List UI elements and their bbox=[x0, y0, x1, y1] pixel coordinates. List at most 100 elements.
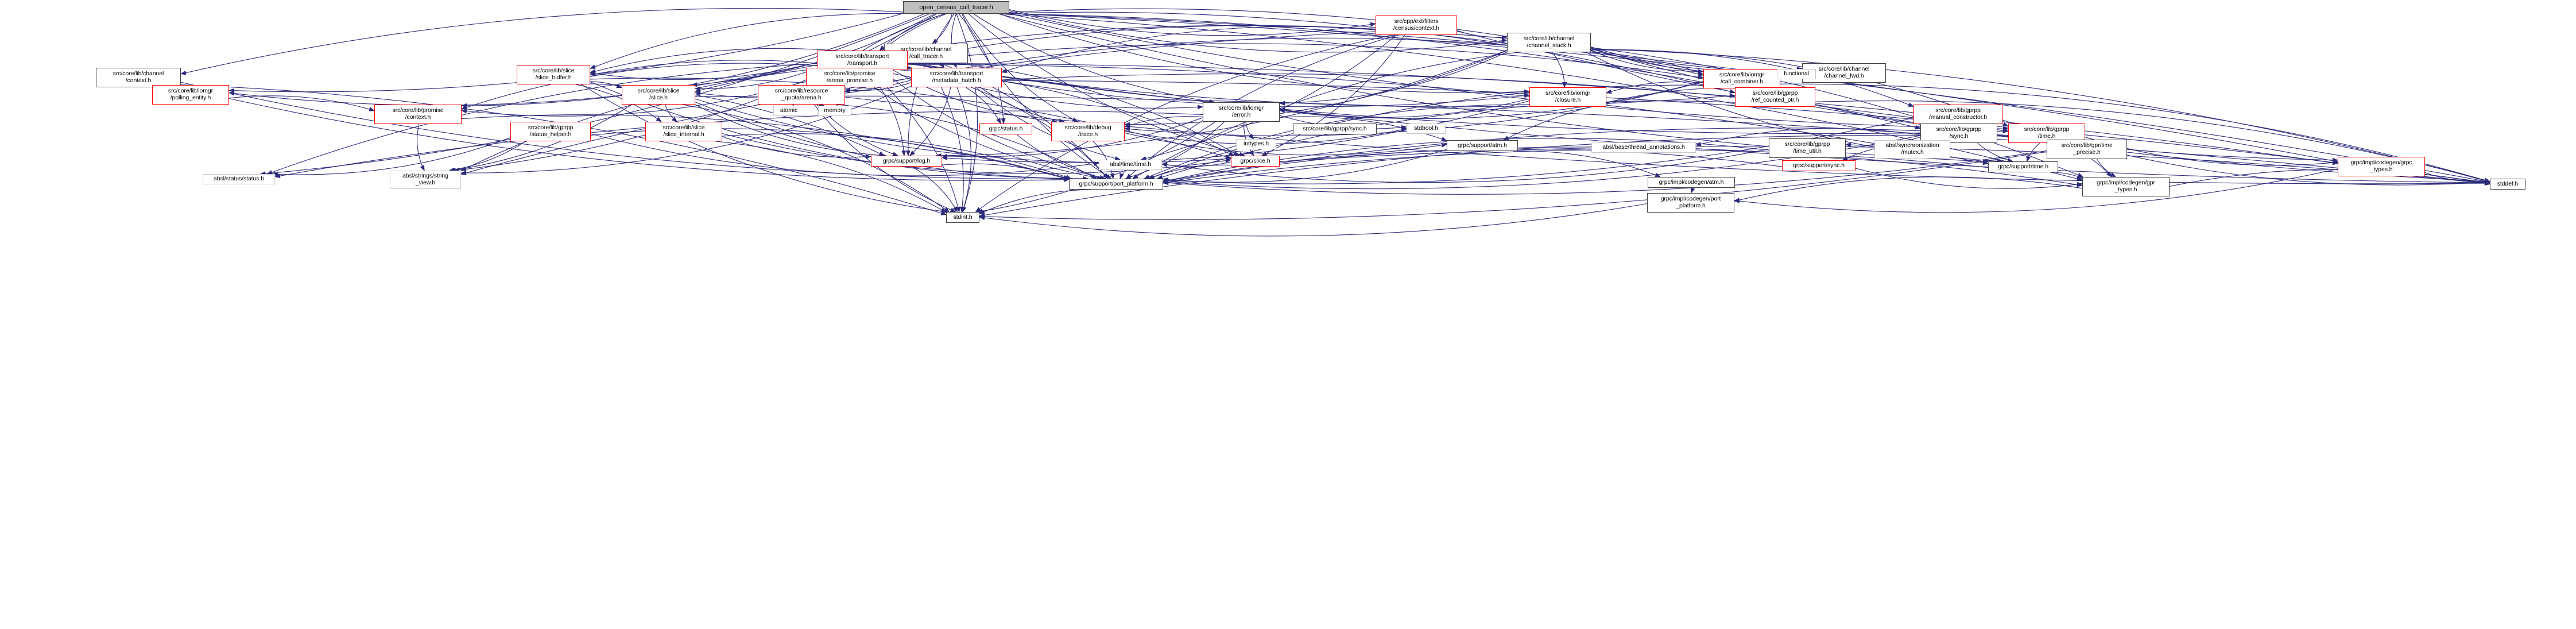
graph-node-stdint[interactable]: stdint.h bbox=[946, 212, 979, 223]
graph-node-status_helper[interactable]: src/core/lib/gprpp /status_helper.h bbox=[510, 122, 591, 141]
edge-support_time-to-codegen_gpr_types bbox=[2051, 172, 2083, 179]
graph-node-codegen_port[interactable]: grpc/impl/codegen/port _platform.h bbox=[1647, 193, 1734, 213]
edge-call_combiner-to-closure bbox=[1606, 81, 1704, 94]
graph-node-absl_status[interactable]: absl/status/status.h bbox=[203, 174, 275, 184]
graph-node-grpc_status[interactable]: grpc/status.h bbox=[979, 124, 1032, 134]
graph-node-support_log[interactable]: grpc/support/log.h bbox=[871, 156, 942, 167]
edge-call_tracer-to-metadata_batch bbox=[938, 62, 945, 68]
graph-node-arena[interactable]: src/core/lib/resource _quota/arena.h bbox=[758, 85, 845, 105]
edge-gpr_time_precise-to-codegen_gpr_types bbox=[2097, 159, 2117, 177]
edge-support_log-to-stdint bbox=[912, 166, 958, 213]
graph-node-support_time[interactable]: grpc/support/time.h bbox=[1988, 161, 2058, 172]
edge-metadata_batch-to-debug_trace bbox=[980, 87, 1065, 124]
edge-root-to-call_tracer bbox=[932, 13, 952, 44]
edge-channel_stack-to-port_platform bbox=[1132, 52, 1520, 179]
edge-root-to-census_context bbox=[1009, 9, 1376, 36]
edge-status_helper-to-absl_status bbox=[272, 137, 511, 177]
edge-slice_buffer-to-slice bbox=[590, 81, 622, 88]
graph-node-transport[interactable]: src/core/lib/transport /transport.h bbox=[817, 51, 908, 70]
graph-node-channel_context[interactable]: src/core/lib/channel /context.h bbox=[96, 68, 181, 87]
edge-codegen_gpr_types-to-codegen_port bbox=[1734, 176, 2083, 203]
graph-node-error[interactable]: src/core/lib/iomgr /error.h bbox=[1203, 102, 1280, 122]
edge-slice-to-stddef bbox=[695, 95, 2490, 186]
graph-node-slice_buffer[interactable]: src/core/lib/slice /slice_buffer.h bbox=[517, 65, 590, 84]
edge-closure-to-error bbox=[1279, 98, 1530, 118]
graph-node-absl_string_view[interactable]: absl/strings/string _view.h bbox=[390, 171, 461, 189]
edge-census_context-to-metadata_batch bbox=[1001, 26, 1376, 74]
edge-root-to-channel_context bbox=[180, 7, 904, 75]
edge-census_context-to-channel_stack bbox=[1456, 30, 1508, 40]
graph-node-codegen_grpc_types[interactable]: grpc/impl/codegen/grpc _types.h bbox=[2338, 157, 2425, 176]
edge-root-to-port_platform bbox=[962, 13, 1112, 179]
graph-node-stdbool[interactable]: stdbool.h bbox=[1407, 124, 1446, 134]
graph-node-slice[interactable]: src/core/lib/slice /slice.h bbox=[622, 85, 695, 105]
edge-support_log-to-port_platform bbox=[942, 163, 1070, 180]
graph-node-absl_time[interactable]: absl/time/time.h bbox=[1099, 160, 1162, 170]
graph-node-metadata_batch[interactable]: src/core/lib/transport /metadata_batch.h bbox=[911, 68, 1002, 87]
graph-node-grpc_slice[interactable]: grpc/slice.h bbox=[1231, 156, 1280, 167]
edge-codegen_port-to-stdint bbox=[979, 203, 1648, 237]
edge-debug_trace-to-support_atm bbox=[1124, 132, 1447, 156]
graph-node-promise_context[interactable]: src/core/lib/promise /context.h bbox=[374, 105, 462, 124]
edge-census_context-to-grpc_slice bbox=[1261, 34, 1405, 156]
edge-transport-to-ref_counted_ptr bbox=[907, 61, 1736, 107]
edge-codegen_atm-to-codegen_port bbox=[1690, 187, 1695, 194]
edge-metadata_batch-to-grpc_status bbox=[966, 87, 1001, 124]
edge-root-to-error bbox=[973, 13, 1215, 104]
graph-node-absl_mutex[interactable]: absl/synchronization /mutex.h bbox=[1874, 140, 1950, 159]
edge-support_atm-to-port_platform bbox=[1163, 149, 1447, 183]
edge-channel_stack-to-closure bbox=[1552, 52, 1567, 88]
graph-node-slice_internal[interactable]: src/core/lib/slice /slice_internal.h bbox=[645, 122, 722, 141]
graph-node-root[interactable]: open_census_call_tracer.h bbox=[903, 1, 1009, 14]
graph-node-stddef[interactable]: stddef.h bbox=[2490, 179, 2525, 190]
graph-node-gpr_time_precise[interactable]: src/core/lib/gpr/time _precise.h bbox=[2047, 140, 2127, 159]
edge-root-to-call_combiner bbox=[1009, 8, 1704, 76]
edge-absl_time-to-port_platform bbox=[1120, 169, 1127, 179]
edge-error-to-debug_trace bbox=[1124, 116, 1203, 128]
graph-node-memory[interactable]: memory bbox=[818, 106, 851, 116]
graph-node-manual_constructor[interactable]: src/core/lib/gprpp /manual_constructor.h bbox=[1913, 105, 2002, 124]
edge-promise_context-to-absl_string_view bbox=[417, 124, 425, 171]
edge-transport-to-slice_buffer bbox=[590, 62, 818, 80]
graph-node-atomic[interactable]: atomic bbox=[773, 106, 804, 116]
edge-codegen_gpr_types-to-stddef bbox=[2169, 169, 2490, 187]
graph-node-inttypes[interactable]: inttypes.h bbox=[1236, 139, 1276, 149]
graph-node-port_platform[interactable]: grpc/support/port_platform.h bbox=[1069, 179, 1163, 190]
graph-node-polling_entity[interactable]: src/core/lib/iomgr /polling_entity.h bbox=[152, 85, 229, 105]
edge-transport-to-stdint bbox=[868, 70, 960, 213]
edge-error-to-inttypes bbox=[1245, 121, 1254, 140]
edge-arena-to-port_platform bbox=[835, 104, 1098, 179]
graph-node-closure[interactable]: src/core/lib/iomgr /closure.h bbox=[1529, 87, 1606, 107]
graph-node-support_sync[interactable]: grpc/support/sync.h bbox=[1782, 160, 1856, 171]
edge-gprpp_sync-to-support_time bbox=[1977, 142, 2013, 163]
edge-census_context-to-slice bbox=[695, 25, 1376, 92]
edge-slice_internal-to-stdint bbox=[715, 141, 947, 213]
edge-channel_stack-to-error bbox=[1279, 52, 1508, 106]
edge-root-to-codegen_grpc_types bbox=[1009, 13, 2338, 163]
graph-node-functional[interactable]: functional bbox=[1777, 69, 1816, 79]
graph-node-support_atm[interactable]: grpc/support/atm.h bbox=[1447, 140, 1518, 151]
graph-node-arena_promise[interactable]: src/core/lib/promise /arena_promise.h bbox=[806, 68, 893, 87]
graph-node-call_combiner[interactable]: src/core/lib/iomgr /call_combiner.h bbox=[1703, 69, 1780, 88]
edge-channel_stack-to-channel_fwd bbox=[1590, 46, 1803, 72]
graph-node-gprpp_time_util[interactable]: src/core/lib/gprpp /time_util.h bbox=[1769, 138, 1846, 158]
graph-node-channel_stack[interactable]: src/core/lib/channel /channel_stack.h bbox=[1507, 33, 1591, 52]
edge-slice-to-slice_internal bbox=[665, 104, 678, 122]
edge-codegen_grpc_types-to-codegen_port bbox=[1734, 168, 2338, 213]
graph-node-codegen_atm[interactable]: grpc/impl/codegen/atm.h bbox=[1648, 177, 1735, 188]
graph-node-debug_trace[interactable]: src/core/lib/debug /trace.h bbox=[1051, 122, 1125, 141]
edge-support_time-to-port_platform bbox=[1163, 149, 1989, 185]
edge-call_combiner-to-error bbox=[1279, 80, 1704, 119]
edge-slice-to-port_platform bbox=[695, 101, 1089, 182]
graph-node-census_context[interactable]: src/cpp/ext/filters /census/context.h bbox=[1376, 16, 1457, 35]
graph-node-ref_counted_ptr[interactable]: src/core/lib/gprpp /ref_counted_ptr.h bbox=[1735, 87, 1815, 107]
graph-node-base_annotations[interactable]: absl/base/thread_annotations.h bbox=[1591, 142, 1696, 153]
edge-root-to-ref_counted_ptr bbox=[1009, 11, 1736, 94]
edge-port_platform-to-stdint bbox=[979, 189, 1091, 214]
edge-metadata_batch-to-stdint bbox=[956, 87, 972, 213]
edge-gprpp_time-to-support_time bbox=[2026, 142, 2040, 162]
graph-node-codegen_gpr_types[interactable]: grpc/impl/codegen/gpr _types.h bbox=[2082, 177, 2170, 196]
graph-node-gprcpp_lock[interactable]: src/core/lib/gprpp/sync.h bbox=[1293, 124, 1377, 134]
